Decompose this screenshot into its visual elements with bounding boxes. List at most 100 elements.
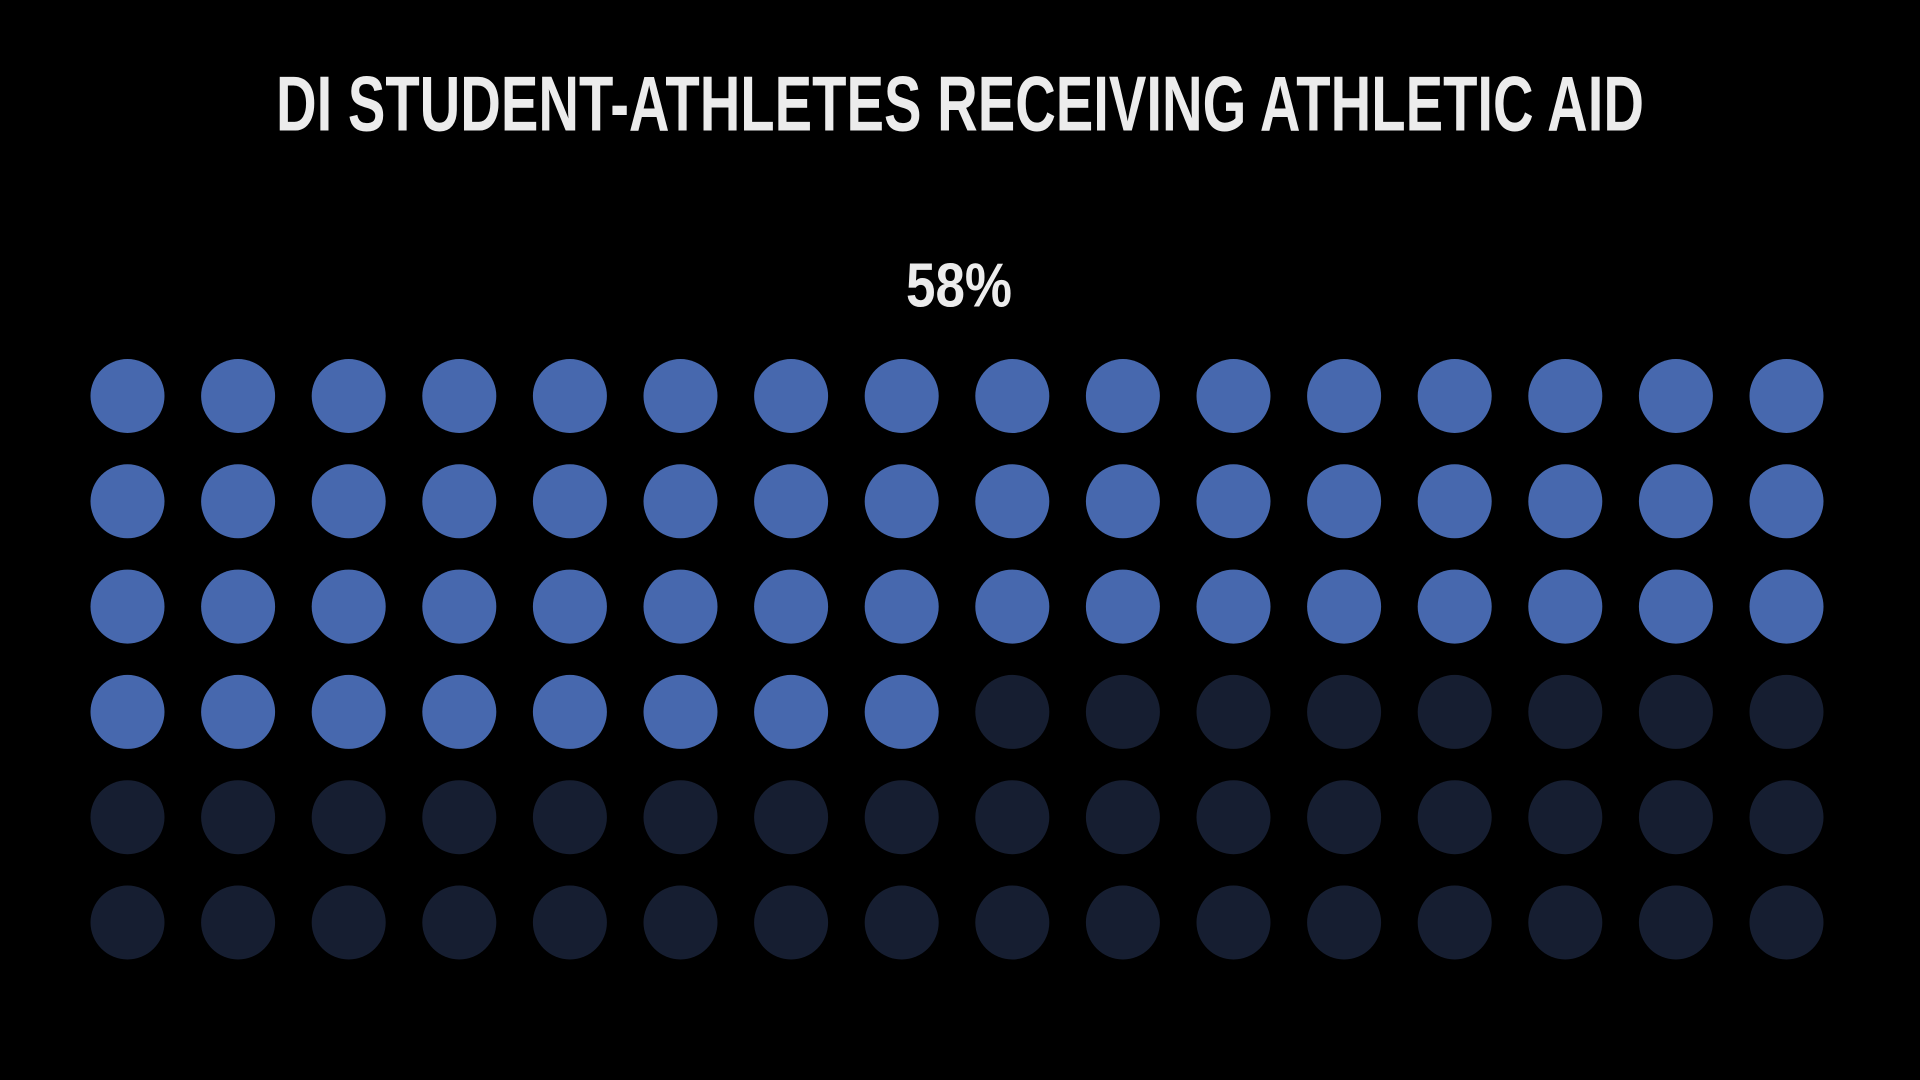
filled-dot: [643, 674, 718, 749]
filled-dot: [1528, 359, 1603, 433]
filled-dot: [1417, 464, 1492, 539]
empty-dot: [975, 780, 1050, 855]
filled-dot: [975, 569, 1050, 644]
filled-dot: [1307, 359, 1382, 433]
empty-dot: [643, 885, 718, 960]
empty-dot: [1528, 674, 1603, 749]
filled-dot: [1196, 569, 1271, 644]
empty-dot: [90, 780, 165, 855]
filled-dot: [90, 569, 165, 644]
filled-dot: [422, 359, 497, 433]
empty-dot: [1307, 780, 1382, 855]
empty-dot: [1085, 780, 1160, 855]
empty-dot: [975, 885, 1050, 960]
empty-dot: [1417, 674, 1492, 749]
filled-dot: [1417, 569, 1492, 644]
empty-dot: [532, 780, 607, 855]
filled-dot: [754, 359, 829, 433]
filled-dot: [1196, 464, 1271, 539]
value-label: 58%: [906, 251, 1012, 320]
filled-dot: [201, 359, 276, 433]
filled-dot: [311, 674, 386, 749]
empty-dot: [1196, 885, 1271, 960]
empty-dot: [422, 780, 497, 855]
empty-dot: [1638, 674, 1713, 749]
filled-dot: [422, 674, 497, 749]
filled-dot: [1638, 464, 1713, 539]
empty-dot: [311, 885, 386, 960]
empty-dot: [1749, 674, 1824, 749]
filled-dot: [864, 464, 939, 539]
empty-dot: [975, 674, 1050, 749]
filled-dot: [1085, 464, 1160, 539]
empty-dot: [754, 780, 829, 855]
filled-dot: [643, 464, 718, 539]
empty-dot: [864, 780, 939, 855]
filled-dot: [864, 674, 939, 749]
filled-dot: [1749, 569, 1824, 644]
filled-dot: [1196, 359, 1271, 433]
filled-dot: [1638, 569, 1713, 644]
empty-dot: [90, 885, 165, 960]
filled-dot: [422, 569, 497, 644]
empty-dot: [1638, 885, 1713, 960]
empty-dot: [1085, 674, 1160, 749]
filled-dot: [90, 674, 165, 749]
empty-dot: [1528, 885, 1603, 960]
empty-dot: [1085, 885, 1160, 960]
empty-dot: [1196, 674, 1271, 749]
empty-dot: [311, 780, 386, 855]
empty-dot: [1307, 674, 1382, 749]
filled-dot: [1638, 359, 1713, 433]
empty-dot: [1749, 885, 1824, 960]
filled-dot: [1307, 464, 1382, 539]
empty-dot: [422, 885, 497, 960]
empty-dot: [1638, 780, 1713, 855]
filled-dot: [422, 464, 497, 539]
filled-dot: [90, 359, 165, 433]
filled-dot: [754, 464, 829, 539]
empty-dot: [1749, 780, 1824, 855]
empty-dot: [201, 885, 276, 960]
filled-dot: [201, 569, 276, 644]
filled-dot: [643, 359, 718, 433]
filled-dot: [1085, 569, 1160, 644]
empty-dot: [1417, 780, 1492, 855]
filled-dot: [532, 464, 607, 539]
empty-dot: [643, 780, 718, 855]
filled-dot: [1528, 569, 1603, 644]
empty-dot: [1196, 780, 1271, 855]
filled-dot: [311, 464, 386, 539]
filled-dot: [1085, 359, 1160, 433]
empty-dot: [864, 885, 939, 960]
filled-dot: [864, 359, 939, 433]
filled-dot: [90, 464, 165, 539]
filled-dot: [532, 674, 607, 749]
empty-dot: [1307, 885, 1382, 960]
filled-dot: [1528, 464, 1603, 539]
empty-dot: [754, 885, 829, 960]
filled-dot: [1417, 359, 1492, 433]
empty-dot: [201, 780, 276, 855]
filled-dot: [1749, 464, 1824, 539]
empty-dot: [532, 885, 607, 960]
filled-dot: [643, 569, 718, 644]
filled-dot: [1307, 569, 1382, 644]
filled-dot: [864, 569, 939, 644]
filled-dot: [975, 464, 1050, 539]
filled-dot: [754, 569, 829, 644]
filled-dot: [532, 359, 607, 433]
filled-dot: [201, 464, 276, 539]
filled-dot: [532, 569, 607, 644]
filled-dot: [975, 359, 1050, 433]
empty-dot: [1528, 780, 1603, 855]
filled-dot: [1749, 359, 1824, 433]
filled-dot: [311, 359, 386, 433]
filled-dot: [754, 674, 829, 749]
filled-dot: [311, 569, 386, 644]
chart-title: DI STUDENT-ATHLETES RECEIVING ATHLETIC A…: [276, 60, 1644, 148]
empty-dot: [1417, 885, 1492, 960]
